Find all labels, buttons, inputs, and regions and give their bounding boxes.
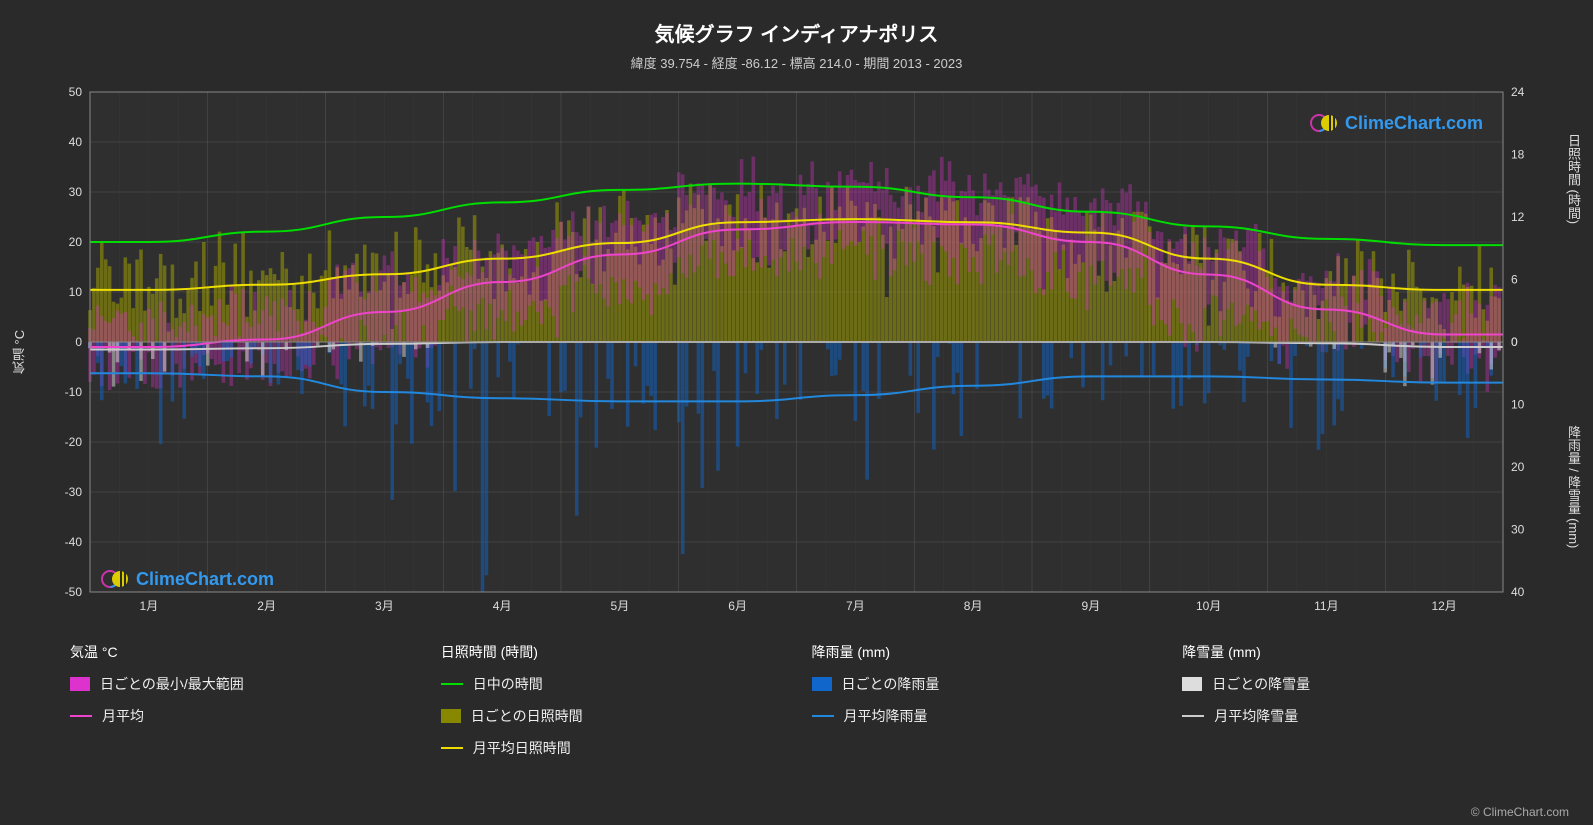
legend-swatch [441, 709, 461, 723]
svg-text:-30: -30 [65, 485, 83, 499]
svg-text:5月: 5月 [611, 599, 630, 613]
legend-swatch [70, 677, 90, 691]
svg-text:6: 6 [1511, 273, 1518, 287]
svg-text:12: 12 [1511, 210, 1525, 224]
svg-text:-40: -40 [65, 535, 83, 549]
svg-text:12月: 12月 [1431, 599, 1456, 613]
attribution: © ClimeChart.com [1471, 805, 1569, 819]
legend-label: 月平均 [102, 706, 144, 726]
chart-area: 気温 °C 日照時間 (時間) 降雨量 / 降雪量 (mm) 504030201… [20, 82, 1573, 622]
svg-text:40: 40 [69, 135, 83, 149]
legend: 気温 °C 日ごとの最小/最大範囲月平均 日照時間 (時間) 日中の時間日ごとの日照時… [20, 642, 1573, 770]
svg-text:-10: -10 [65, 385, 83, 399]
svg-text:24: 24 [1511, 85, 1525, 99]
svg-text:10: 10 [69, 285, 83, 299]
legend-label: 日ごとの日照時間 [471, 706, 583, 726]
legend-item: 月平均 [70, 706, 411, 726]
legend-label: 月平均日照時間 [473, 738, 571, 758]
legend-swatch [1182, 715, 1204, 717]
svg-text:2月: 2月 [257, 599, 276, 613]
svg-text:-20: -20 [65, 435, 83, 449]
legend-item: 日ごとの降雪量 [1182, 674, 1523, 694]
legend-item: 日中の時間 [441, 674, 782, 694]
svg-text:6月: 6月 [728, 599, 747, 613]
svg-text:20: 20 [69, 235, 83, 249]
svg-text:30: 30 [69, 185, 83, 199]
svg-text:-50: -50 [65, 585, 83, 599]
legend-label: 月平均降雪量 [1214, 706, 1298, 726]
legend-heading: 気温 °C [70, 642, 411, 662]
legend-heading: 降雪量 (mm) [1182, 642, 1523, 662]
svg-text:3月: 3月 [375, 599, 394, 613]
chart-title: 気候グラフ インディアナポリス [20, 18, 1573, 47]
legend-swatch [812, 715, 834, 717]
legend-swatch [1182, 677, 1202, 691]
svg-text:9月: 9月 [1082, 599, 1101, 613]
svg-text:11月: 11月 [1314, 599, 1338, 613]
svg-text:4月: 4月 [493, 599, 512, 613]
legend-item: 月平均降雪量 [1182, 706, 1523, 726]
legend-swatch [441, 747, 463, 749]
svg-text:0: 0 [1511, 335, 1518, 349]
legend-label: 日ごとの降雨量 [842, 674, 940, 694]
legend-item: 月平均降雨量 [812, 706, 1153, 726]
legend-item: 日ごとの最小/最大範囲 [70, 674, 411, 694]
legend-swatch [70, 715, 92, 717]
logo-bottom: ClimeChart.com [100, 564, 274, 594]
legend-label: 日ごとの降雪量 [1212, 674, 1310, 694]
chart-subtitle: 緯度 39.754 - 経度 -86.12 - 標高 214.0 - 期間 20… [20, 53, 1573, 72]
svg-text:0: 0 [75, 335, 82, 349]
logo-text-bottom: ClimeChart.com [136, 569, 274, 590]
legend-item: 日ごとの日照時間 [441, 706, 782, 726]
legend-label: 日中の時間 [473, 674, 543, 694]
logo-text-top: ClimeChart.com [1345, 113, 1483, 134]
legend-label: 月平均降雨量 [844, 706, 928, 726]
y-right-bot-label: 降雨量 / 降雪量 (mm) [1564, 426, 1583, 549]
svg-text:10月: 10月 [1196, 599, 1221, 613]
chart-svg: 50403020100-10-20-30-40-5024181260010203… [20, 82, 1573, 622]
y-left-label: 気温 °C [10, 330, 29, 374]
svg-text:10: 10 [1511, 398, 1525, 412]
svg-text:18: 18 [1511, 148, 1525, 162]
legend-heading: 降雨量 (mm) [812, 642, 1153, 662]
svg-text:30: 30 [1511, 523, 1525, 537]
svg-text:40: 40 [1511, 585, 1525, 599]
svg-text:7月: 7月 [846, 599, 865, 613]
legend-label: 日ごとの最小/最大範囲 [100, 674, 244, 694]
legend-item: 月平均日照時間 [441, 738, 782, 758]
legend-heading: 日照時間 (時間) [441, 642, 782, 662]
y-right-top-label: 日照時間 (時間) [1564, 134, 1583, 224]
logo-top: ClimeChart.com [1309, 108, 1483, 138]
svg-text:8月: 8月 [964, 599, 983, 613]
legend-swatch [812, 677, 832, 691]
svg-text:1月: 1月 [140, 599, 159, 613]
svg-text:50: 50 [69, 85, 83, 99]
legend-swatch [441, 683, 463, 685]
svg-text:20: 20 [1511, 460, 1525, 474]
legend-item: 日ごとの降雨量 [812, 674, 1153, 694]
